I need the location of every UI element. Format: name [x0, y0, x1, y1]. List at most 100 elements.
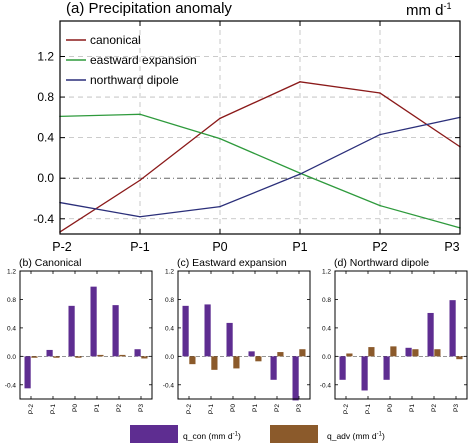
- panel-a-line-chart: (a) Precipitation anomaly mm d-1 1.2 0.8 0…: [33, 0, 461, 254]
- a-ytick-label-0: 1.2: [37, 50, 54, 64]
- bottom-legend: q_con (mm d-1) q_adv (mm d-1): [130, 425, 385, 443]
- bottom-legend-label-sup-0: -1: [233, 432, 239, 438]
- c-ytick-label-1: 0.8: [165, 297, 174, 304]
- a-xtick-label-5: P3: [444, 240, 459, 254]
- panel-a-unit: mm d-1: [406, 1, 452, 19]
- a-series-line-eastward-expansion: [59, 113, 461, 229]
- d-bar-q_con-4: [427, 312, 434, 357]
- a-xtick-label-1: P-1: [130, 240, 150, 254]
- b-bar-q_con-4: [112, 305, 119, 357]
- d-bar-q_con-1: [361, 356, 368, 391]
- a-series-line-northward-dipole: [59, 116, 461, 218]
- d-title: (d) Northward dipole: [334, 257, 429, 269]
- b-xtick-label-5: P3: [138, 404, 145, 412]
- d-bar-q_adv-2: [390, 346, 397, 357]
- panel-a-frame: [59, 20, 461, 235]
- a-xtick-label-3: P1: [292, 240, 307, 254]
- bottom-legend-label-text-0: q_con (mm d: [183, 431, 233, 441]
- a-series-line-canonical: [59, 81, 461, 233]
- c-bar-q_adv-0: [189, 356, 196, 365]
- c-bar-q_adv-2: [233, 356, 240, 369]
- c-bar-q_con-4: [270, 356, 277, 380]
- b-bar-q_adv-5: [141, 356, 148, 359]
- a-point-1-2: [219, 137, 221, 140]
- c-xtick-label-5: P3: [296, 404, 303, 412]
- a-point-0-3: [299, 81, 301, 83]
- b-bar-q_adv-2: [75, 356, 82, 358]
- d-bar-q_con-5: [449, 300, 456, 357]
- bottom-legend-label-close-0: ): [238, 431, 241, 441]
- a-xtick-label-4: P2: [372, 240, 387, 254]
- c-bar-q_adv-3: [255, 356, 262, 362]
- d-xtick-label-3: P1: [409, 404, 416, 412]
- a-point-2-3: [299, 173, 301, 175]
- a-point-0-1: [139, 179, 141, 182]
- c-xtick-label-2: P0: [230, 404, 237, 412]
- a-ytick-label-3: 0.0: [37, 171, 54, 185]
- panel-a-x-ticks: P-2 P-1 P0 P1 P2 P3: [52, 21, 461, 254]
- bottom-legend-label-sup-1: -1: [377, 432, 383, 438]
- a-ytick-label-1: 0.8: [37, 90, 54, 104]
- panel-a-y-ticks: 1.2 0.8 0.4 0.0 -0.4: [33, 50, 460, 226]
- b-bar-q_con-3: [90, 286, 97, 357]
- c-bar-q_con-0: [182, 305, 189, 357]
- panel-a-grid: [60, 21, 460, 234]
- c-ytick-label-4: -0.4: [163, 382, 175, 389]
- d-bar-q_adv-3: [412, 349, 419, 357]
- b-bar-q_adv-3: [97, 354, 104, 357]
- d-bar-q_con-3: [405, 347, 412, 357]
- a-legend-label-2: northward dipole: [90, 73, 179, 87]
- d-xtick-label-1: P-1: [365, 404, 372, 415]
- d-ytick-label-3: 0.0: [322, 354, 331, 361]
- b-bar-q_con-0: [24, 356, 31, 389]
- d-ytick-label-1: 0.8: [322, 297, 331, 304]
- c-bar-q_con-3: [248, 351, 255, 357]
- c-bar-q_adv-5: [299, 349, 306, 357]
- c-title: (c) Eastward expansion: [177, 257, 287, 269]
- c-xtick-label-1: P-1: [208, 404, 215, 415]
- bottom-legend-label-0: q_con (mm d-1): [183, 431, 241, 441]
- b-bar-q_adv-1: [53, 356, 60, 358]
- d-bar-q_adv-0: [346, 353, 353, 357]
- a-point-2-2: [219, 205, 221, 208]
- bottom-legend-label-close-1: ): [382, 431, 385, 441]
- a-point-2-1: [139, 215, 141, 218]
- c-bar-q_adv-4: [277, 352, 284, 357]
- d-xtick-label-2: P0: [387, 404, 394, 412]
- d-frame: [334, 270, 468, 400]
- c-ytick-label-3: 0.0: [165, 354, 174, 361]
- d-bar-q_adv-1: [368, 347, 375, 357]
- panel-a-unit-text: mm d: [406, 2, 444, 19]
- a-ytick-label-4: -0.4: [33, 212, 54, 226]
- a-point-0-4: [379, 92, 381, 94]
- b-xtick-label-1: P-1: [50, 404, 57, 415]
- d-ytick-label-0: 1.2: [322, 269, 331, 276]
- b-xtick-label-4: P2: [116, 404, 123, 412]
- b-bar-q_con-2: [68, 305, 75, 357]
- bottom-legend-swatch-1: [270, 425, 318, 443]
- bottom-legend-swatch-0: [130, 425, 178, 443]
- c-bar-q_con-2: [226, 322, 233, 357]
- a-point-1-4: [379, 204, 381, 207]
- d-bar-q_con-0: [339, 356, 346, 380]
- b-ytick-label-3: 0.0: [7, 354, 16, 361]
- d-xtick-label-5: P3: [453, 404, 460, 412]
- b-bar-q_adv-0: [31, 356, 38, 358]
- a-legend-label-0: canonical: [90, 33, 141, 47]
- c-bar-q_adv-1: [211, 356, 218, 370]
- b-ytick-label-1: 0.8: [7, 297, 16, 304]
- c-xtick-label-3: P1: [252, 404, 259, 412]
- d-xtick-label-4: P2: [431, 404, 438, 412]
- d-ytick-label-2: 0.4: [322, 325, 331, 332]
- d-ytick-label-4: -0.4: [320, 382, 332, 389]
- bottom-legend-label-1: q_adv (mm d-1): [327, 431, 385, 441]
- a-point-2-4: [379, 133, 381, 136]
- b-xtick-label-0: P-2: [28, 404, 35, 415]
- b-bar-q_adv-4: [119, 354, 126, 357]
- c-frame: [177, 270, 311, 400]
- b-ytick-label-4: -0.4: [5, 382, 17, 389]
